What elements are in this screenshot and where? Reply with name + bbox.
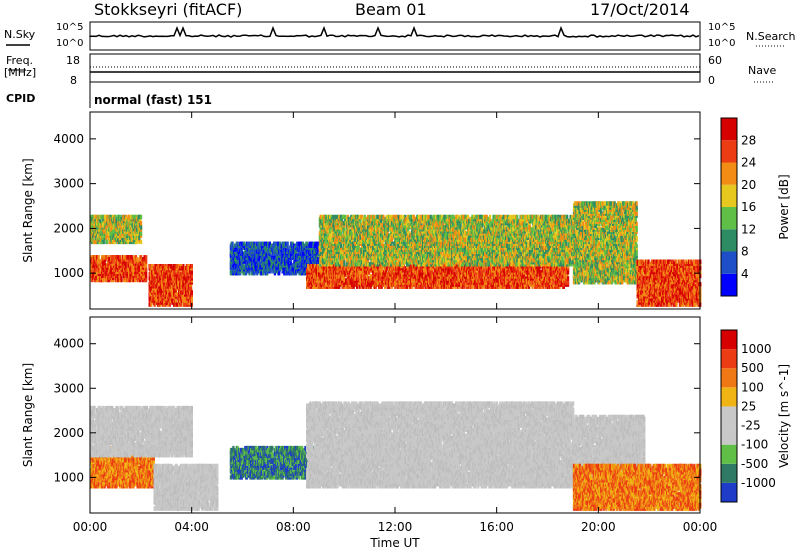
data-region [149, 264, 194, 307]
data-cell [232, 242, 234, 247]
data-cell [140, 215, 142, 220]
data-cell [287, 242, 289, 247]
data-cell [140, 231, 142, 236]
data-cell [103, 240, 105, 245]
data-cell [180, 302, 182, 307]
data-cell [191, 270, 193, 275]
data-cell [140, 240, 142, 245]
data-cell [119, 255, 121, 260]
data-region [90, 255, 147, 282]
data-cell [191, 290, 193, 295]
data-cell [121, 278, 123, 283]
data-cell [169, 302, 171, 307]
data-cell [145, 274, 147, 279]
data-cell [191, 264, 193, 269]
data-cell [145, 263, 147, 268]
data-cell [190, 286, 192, 291]
data-cell [287, 246, 289, 251]
data-cell [145, 259, 147, 264]
freq-strip-frame [90, 54, 700, 82]
data-cell [140, 221, 142, 226]
data-cell [145, 255, 147, 260]
data-region [306, 264, 569, 289]
nsky-series [90, 28, 699, 37]
data-cell [145, 267, 147, 272]
data-region [90, 215, 142, 244]
data-cell [191, 296, 193, 301]
data-cell [98, 255, 100, 260]
data-cell [106, 240, 108, 245]
rti-plot: 1000200030004000Slant Range [km]48121620… [0, 0, 800, 554]
data-cell [131, 255, 133, 260]
data-cell [150, 302, 152, 307]
data-cell [140, 225, 142, 230]
